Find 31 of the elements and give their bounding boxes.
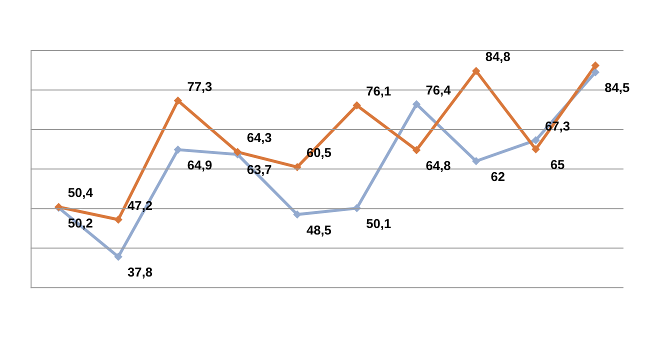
- point: [114, 252, 122, 261]
- data-label: 64,9: [187, 157, 212, 172]
- data-label: 37,8: [128, 264, 153, 280]
- point: [412, 146, 421, 154]
- point: [412, 100, 421, 108]
- point: [472, 66, 480, 76]
- point: [591, 68, 600, 76]
- data-label: 50,2: [68, 216, 93, 231]
- point: [532, 145, 540, 154]
- point: [114, 216, 122, 224]
- data-label: 62: [490, 168, 506, 184]
- data-label: 65: [550, 157, 565, 172]
- data-label: 47,2: [128, 198, 153, 213]
- data-label: 50,1: [366, 216, 392, 231]
- data-label: 84,5: [604, 80, 630, 95]
- data-label: 76,1: [366, 84, 392, 99]
- point: [472, 157, 480, 166]
- data-label: 64,8: [426, 158, 451, 173]
- point: [352, 101, 361, 110]
- point: [174, 96, 182, 105]
- point: [591, 61, 600, 70]
- data-label: 76,4: [426, 82, 452, 98]
- data-label: 50,4: [68, 185, 94, 200]
- point: [532, 136, 540, 144]
- point: [293, 210, 302, 219]
- data-label: 48,5: [306, 222, 332, 238]
- data-label: 84,8: [485, 49, 510, 64]
- point: [233, 148, 242, 156]
- data-label: 63,7: [246, 162, 272, 178]
- data-label: 64,3: [246, 130, 272, 146]
- data-label: 77,3: [187, 78, 212, 94]
